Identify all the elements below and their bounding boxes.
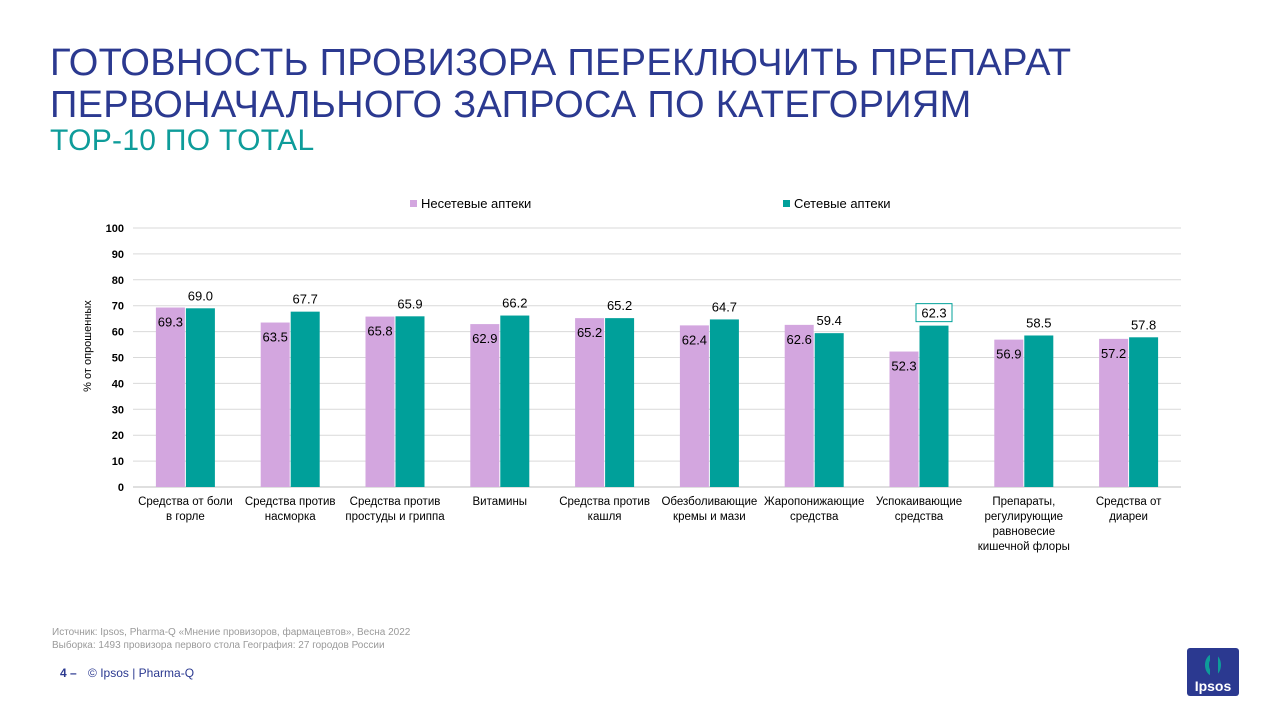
- source-note: Источник: Ipsos, Pharma-Q «Мнение провиз…: [52, 626, 410, 652]
- copyright: © Ipsos | Pharma-Q: [88, 666, 195, 680]
- data-label: 65.8: [367, 324, 392, 339]
- data-label: 69.0: [188, 288, 213, 303]
- bar: [185, 308, 215, 487]
- x-tick-label: регулирующие: [985, 511, 1064, 523]
- y-tick-label: 30: [112, 404, 124, 416]
- bar: [1099, 338, 1129, 487]
- x-tick-label: равновесие: [993, 526, 1056, 538]
- bar: [395, 316, 425, 487]
- data-label: 52.3: [891, 359, 916, 374]
- y-tick-label: 60: [112, 327, 124, 339]
- x-tick-label: Средства от боли: [138, 496, 233, 508]
- y-tick-label: 40: [112, 378, 124, 390]
- x-tick-label: простуды и гриппа: [345, 511, 445, 523]
- y-tick-label: 80: [112, 275, 124, 287]
- data-label: 62.3: [921, 306, 946, 321]
- page-title: ГОТОВНОСТЬ ПРОВИЗОРА ПЕРЕКЛЮЧИТЬ ПРЕПАРА…: [50, 42, 1071, 126]
- bar: [889, 351, 919, 487]
- y-tick-label: 0: [118, 482, 124, 494]
- data-label: 66.2: [502, 296, 527, 311]
- data-label: 62.9: [472, 331, 497, 346]
- source-line: Источник: Ipsos, Pharma-Q «Мнение провиз…: [52, 627, 411, 638]
- data-label: 62.4: [682, 332, 707, 347]
- bar: [365, 316, 395, 487]
- data-label: 65.2: [607, 298, 632, 313]
- bar: [679, 325, 709, 487]
- legend-swatch: [410, 200, 417, 207]
- data-label: 59.4: [817, 313, 842, 328]
- x-tick-label: Витамины: [473, 496, 528, 508]
- data-label: 57.2: [1101, 346, 1126, 361]
- y-tick-label: 100: [106, 223, 124, 235]
- x-tick-label: Жаропонижающие: [764, 496, 864, 508]
- data-label: 58.5: [1026, 315, 1051, 330]
- data-label: 63.5: [263, 330, 288, 345]
- x-tick-label: в горле: [166, 511, 205, 523]
- x-tick-label: Обезболивающие: [661, 496, 757, 508]
- data-label: 57.8: [1131, 317, 1156, 332]
- x-tick-label: средства: [895, 511, 944, 523]
- y-tick-label: 70: [112, 301, 124, 313]
- bar: [709, 319, 739, 487]
- data-label: 62.6: [787, 332, 812, 347]
- ipsos-logo: Ipsos: [1187, 648, 1239, 696]
- y-tick-label: 10: [112, 456, 124, 468]
- bar: [814, 333, 844, 487]
- data-label: 67.7: [293, 292, 318, 307]
- sample-line: Выборка: 1493 провизора первого стола Ге…: [52, 640, 385, 651]
- y-axis-title: % от опрошенных: [82, 300, 94, 392]
- bar: [260, 322, 290, 487]
- title-line-2: ПЕРВОНАЧАЛЬНОГО ЗАПРОСА ПО КАТЕГОРИЯМ: [50, 84, 972, 126]
- y-tick-label: 20: [112, 430, 124, 442]
- legend-swatch: [783, 200, 790, 207]
- page-subtitle: TOP-10 ПО TOTAL: [50, 124, 315, 157]
- bar: [575, 318, 605, 487]
- x-tick-label: Средства от: [1096, 496, 1162, 508]
- legend-label: Несетевые аптеки: [421, 196, 531, 211]
- footer: 4 – © Ipsos | Pharma-Q: [60, 666, 194, 680]
- bar: [155, 307, 185, 487]
- data-label: 69.3: [158, 315, 183, 330]
- x-tick-label: кремы и мази: [673, 511, 746, 523]
- x-tick-label: Средства против: [350, 496, 441, 508]
- x-tick-label: кишечной флоры: [978, 541, 1070, 553]
- y-tick-label: 90: [112, 249, 124, 261]
- x-tick-label: кашля: [588, 511, 622, 523]
- bar: [919, 325, 949, 487]
- bar: [500, 315, 530, 487]
- x-tick-label: Препараты,: [992, 496, 1055, 508]
- bar: [994, 339, 1024, 487]
- bar: [1024, 335, 1054, 487]
- page-number: 4 –: [60, 666, 77, 680]
- legend-label: Сетевые аптеки: [794, 196, 891, 211]
- x-tick-label: Средства против: [559, 496, 650, 508]
- bar: [605, 318, 635, 487]
- data-label: 65.9: [397, 296, 422, 311]
- bar: [784, 324, 814, 487]
- bar: [470, 324, 500, 487]
- x-tick-label: средства: [790, 511, 839, 523]
- x-tick-label: Успокаивающие: [876, 496, 962, 508]
- data-label-box: [915, 303, 953, 323]
- data-label: 65.2: [577, 325, 602, 340]
- x-tick-label: Средства против: [245, 496, 336, 508]
- bar: [290, 311, 320, 487]
- title-line-1: ГОТОВНОСТЬ ПРОВИЗОРА ПЕРЕКЛЮЧИТЬ ПРЕПАРА…: [50, 42, 1072, 84]
- data-label: 56.9: [996, 347, 1021, 362]
- data-label: 64.7: [712, 299, 737, 314]
- bar: [1129, 337, 1159, 487]
- y-tick-label: 50: [112, 353, 124, 365]
- x-tick-label: диареи: [1109, 511, 1148, 523]
- logo-text: Ipsos: [1194, 678, 1232, 694]
- x-tick-label: насморка: [265, 511, 316, 523]
